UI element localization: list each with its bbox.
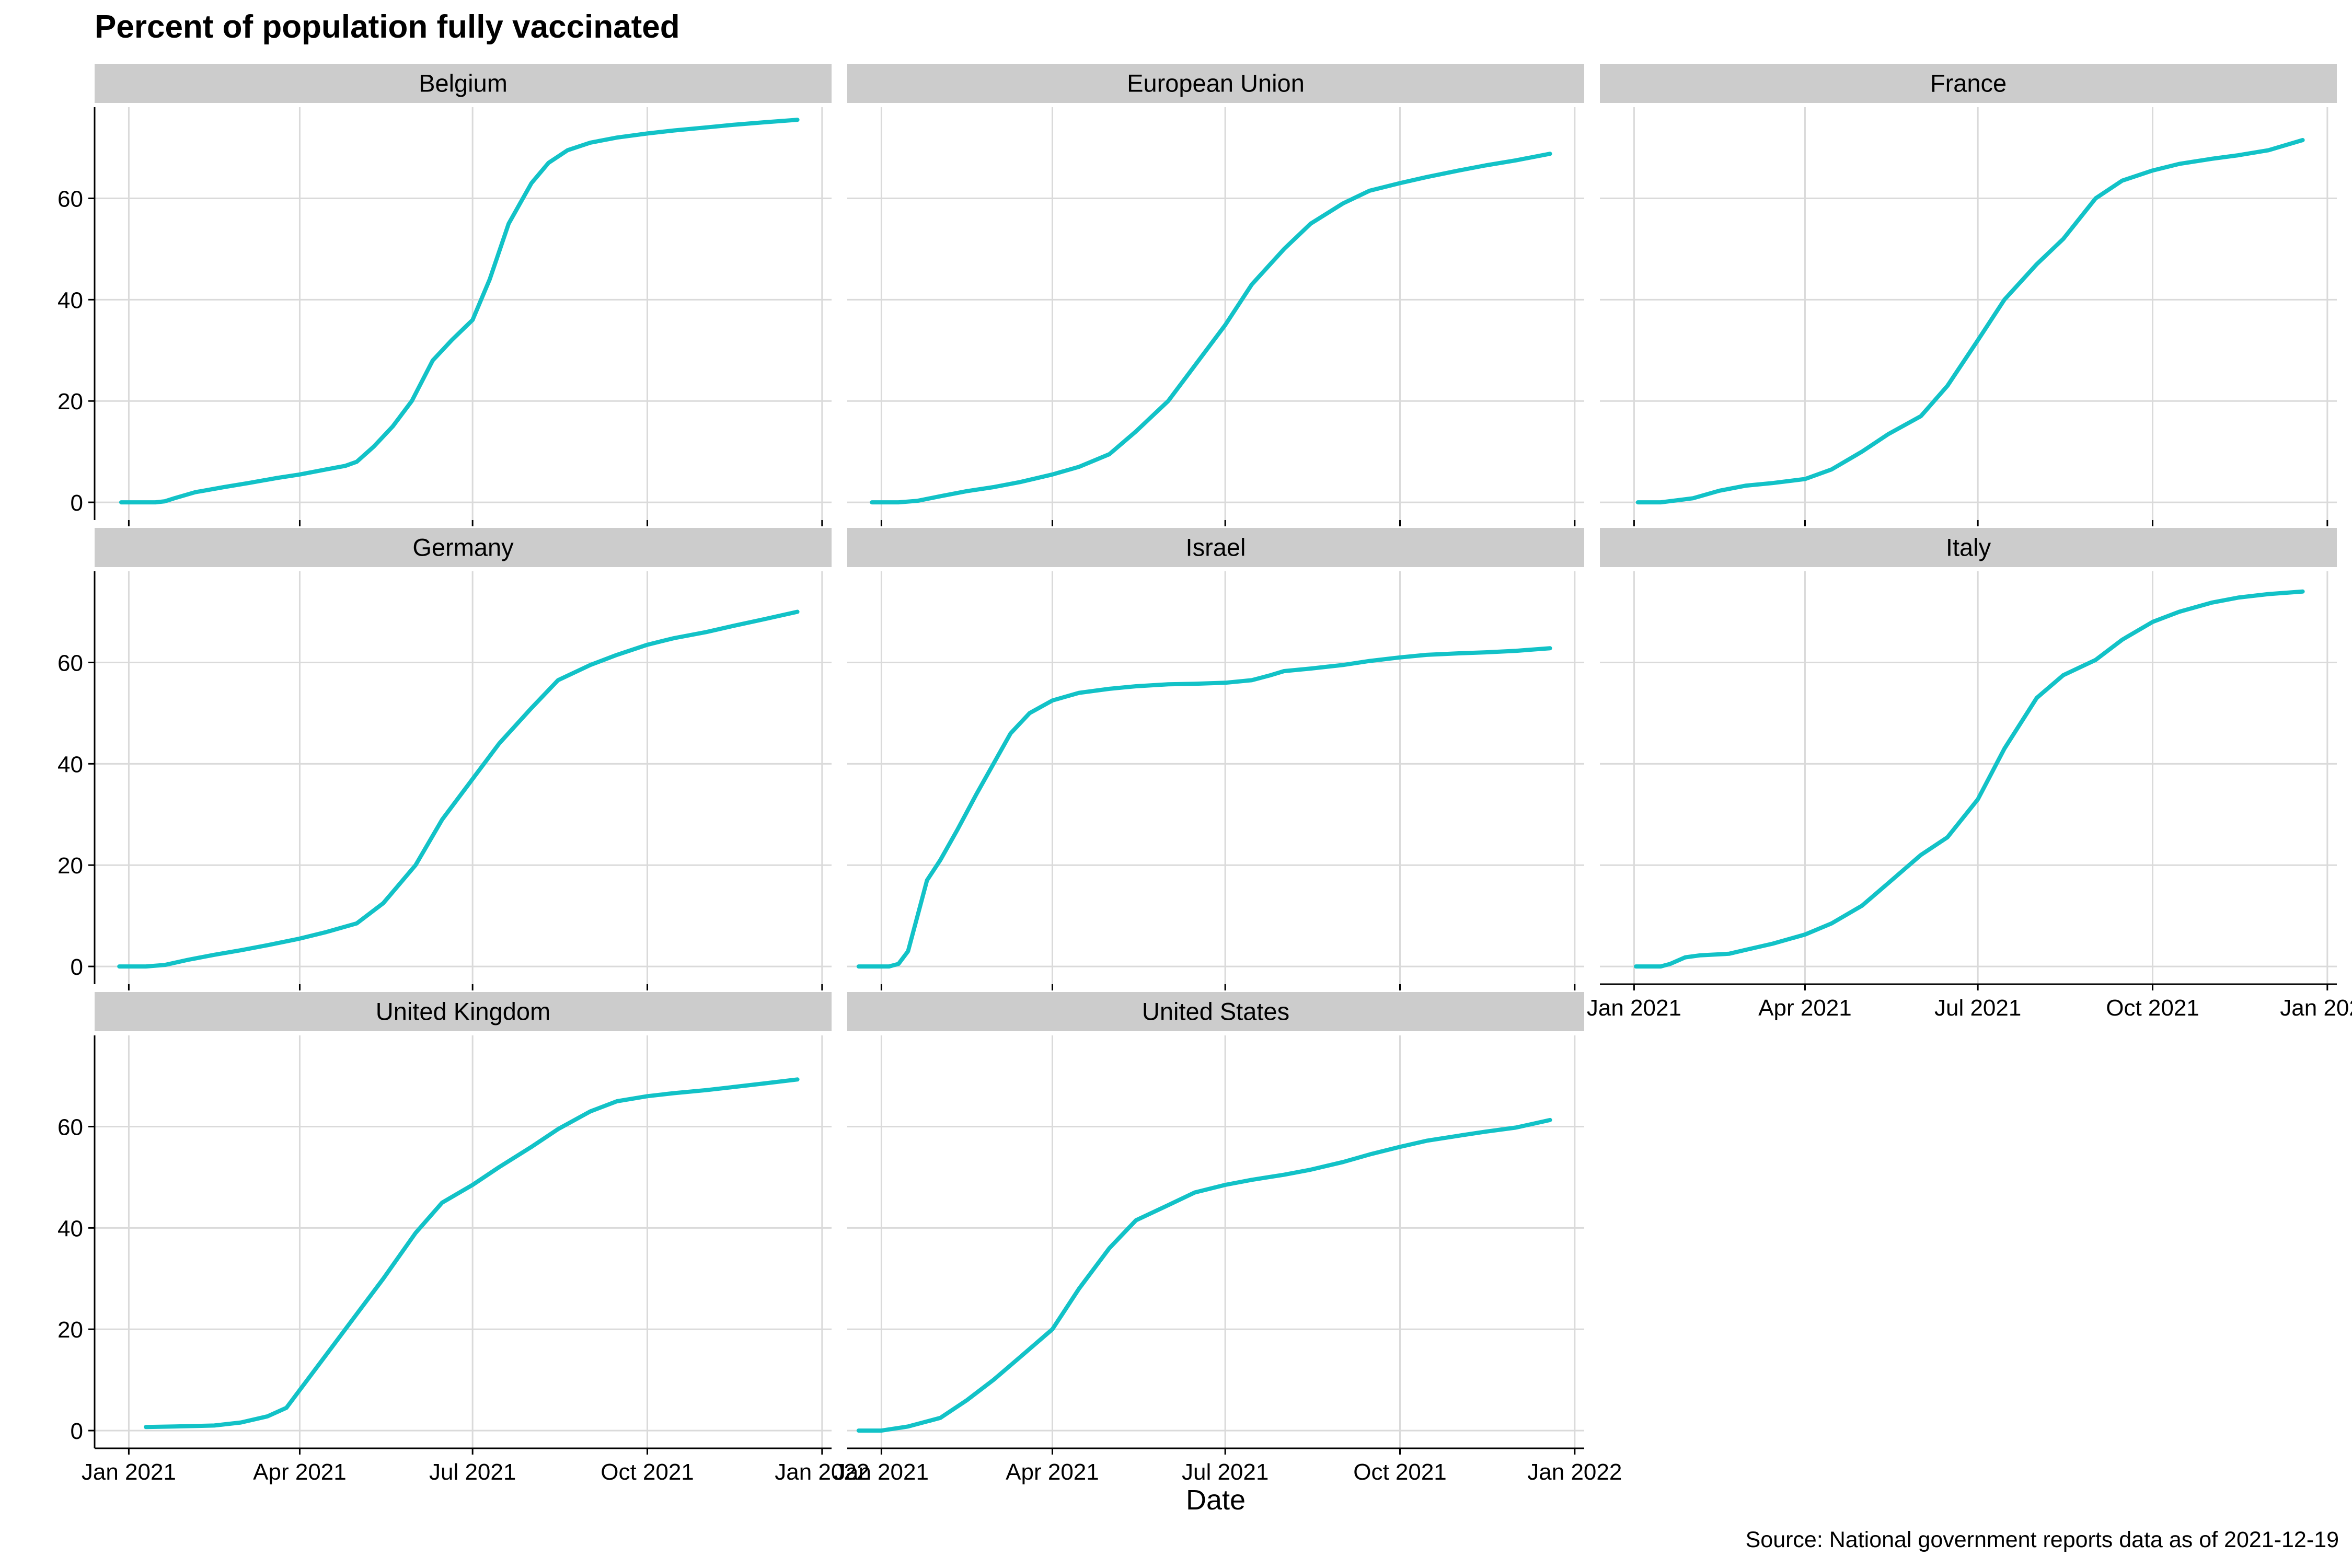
y-tick-label: 0 bbox=[71, 954, 83, 980]
facet-strip bbox=[847, 992, 1584, 1031]
facet-strip bbox=[95, 992, 832, 1031]
facet-strip-label: Italy bbox=[1946, 534, 1991, 561]
panel-france: France bbox=[1600, 64, 2337, 526]
y-tick-label: 0 bbox=[71, 490, 83, 516]
facet-strip-label: United Kingdom bbox=[376, 998, 550, 1025]
x-tick-label: Jan 2021 bbox=[82, 1459, 176, 1485]
y-tick-label: 60 bbox=[57, 186, 83, 212]
panel-italy: Italy Jan 2021 Apr 2021 Jul 2021 Oct 2021 Jan… bbox=[1587, 528, 2352, 1021]
series-line bbox=[1635, 138, 2305, 505]
panel-european-union: European Union bbox=[847, 64, 1584, 526]
x-tick-label: Oct 2021 bbox=[2106, 995, 2199, 1021]
x-tick-label: Apr 2021 bbox=[1006, 1459, 1099, 1485]
chart-caption: Source: National government reports data… bbox=[1746, 1527, 2339, 1552]
facet-strip-label: Belgium bbox=[419, 70, 508, 97]
x-tick-label: Jul 2021 bbox=[1182, 1459, 1269, 1485]
y-tick-label: 0 bbox=[71, 1419, 83, 1444]
panel-united-states: United States Jan 2021 Apr 2021 Jul 2021 Oct… bbox=[834, 992, 1622, 1485]
y-tick-label: 60 bbox=[57, 1114, 83, 1140]
facet-strip bbox=[95, 64, 832, 103]
facet-strip bbox=[847, 528, 1584, 567]
series-line bbox=[144, 1077, 800, 1429]
y-tick-label: 40 bbox=[57, 287, 83, 313]
x-tick-label: Jul 2021 bbox=[429, 1459, 516, 1485]
facet-strip bbox=[95, 528, 832, 567]
series-line bbox=[856, 646, 1552, 969]
facet-strip-label: United States bbox=[1142, 998, 1289, 1025]
x-tick-label: Jan 2022 bbox=[2280, 995, 2352, 1021]
panel-israel: Israel bbox=[847, 528, 1584, 990]
series-line bbox=[856, 1117, 1552, 1433]
x-tick-label: Apr 2021 bbox=[1758, 995, 1852, 1021]
x-tick-label: Jan 2021 bbox=[1587, 995, 1681, 1021]
x-tick-label: Oct 2021 bbox=[1353, 1459, 1447, 1485]
facet-strip-label: European Union bbox=[1127, 70, 1305, 97]
facet-strip bbox=[847, 64, 1584, 103]
x-axis-label: Date bbox=[1186, 1484, 1246, 1516]
y-tick-label: 20 bbox=[57, 1317, 83, 1343]
x-tick-label: Jan 2022 bbox=[775, 1459, 869, 1485]
x-tick-label: Jul 2021 bbox=[1934, 995, 2021, 1021]
x-tick-label: Oct 2021 bbox=[601, 1459, 694, 1485]
facet-panels: Belgium 0 20 40 60 European Union France German… bbox=[57, 64, 2352, 1485]
panel-belgium: Belgium 0 20 40 60 bbox=[57, 64, 832, 526]
x-tick-label: Apr 2021 bbox=[253, 1459, 347, 1485]
panel-united-kingdom: United Kingdom 0 20 40 60 Jan 2021 Apr 2021 Jul… bbox=[57, 992, 869, 1485]
series-line bbox=[1634, 589, 2305, 969]
facet-strip bbox=[1600, 64, 2337, 103]
series-line bbox=[870, 152, 1552, 505]
panel-germany: Germany 0 20 40 60 bbox=[57, 528, 832, 990]
y-tick-label: 20 bbox=[57, 853, 83, 879]
facet-strip-label: Israel bbox=[1186, 534, 1246, 561]
facet-strip bbox=[1600, 528, 2337, 567]
series-line bbox=[119, 118, 800, 505]
facet-strip-label: Germany bbox=[412, 534, 514, 561]
y-tick-label: 20 bbox=[57, 389, 83, 414]
x-tick-label: Jan 2022 bbox=[1527, 1459, 1622, 1485]
chart-title: Percent of population fully vaccinated bbox=[95, 9, 680, 45]
facet-strip-label: France bbox=[1930, 70, 2007, 97]
series-line bbox=[117, 609, 800, 969]
y-tick-label: 40 bbox=[57, 1216, 83, 1241]
x-tick-label: Jan 2021 bbox=[834, 1459, 929, 1485]
y-tick-label: 40 bbox=[57, 752, 83, 777]
y-tick-label: 60 bbox=[57, 650, 83, 676]
